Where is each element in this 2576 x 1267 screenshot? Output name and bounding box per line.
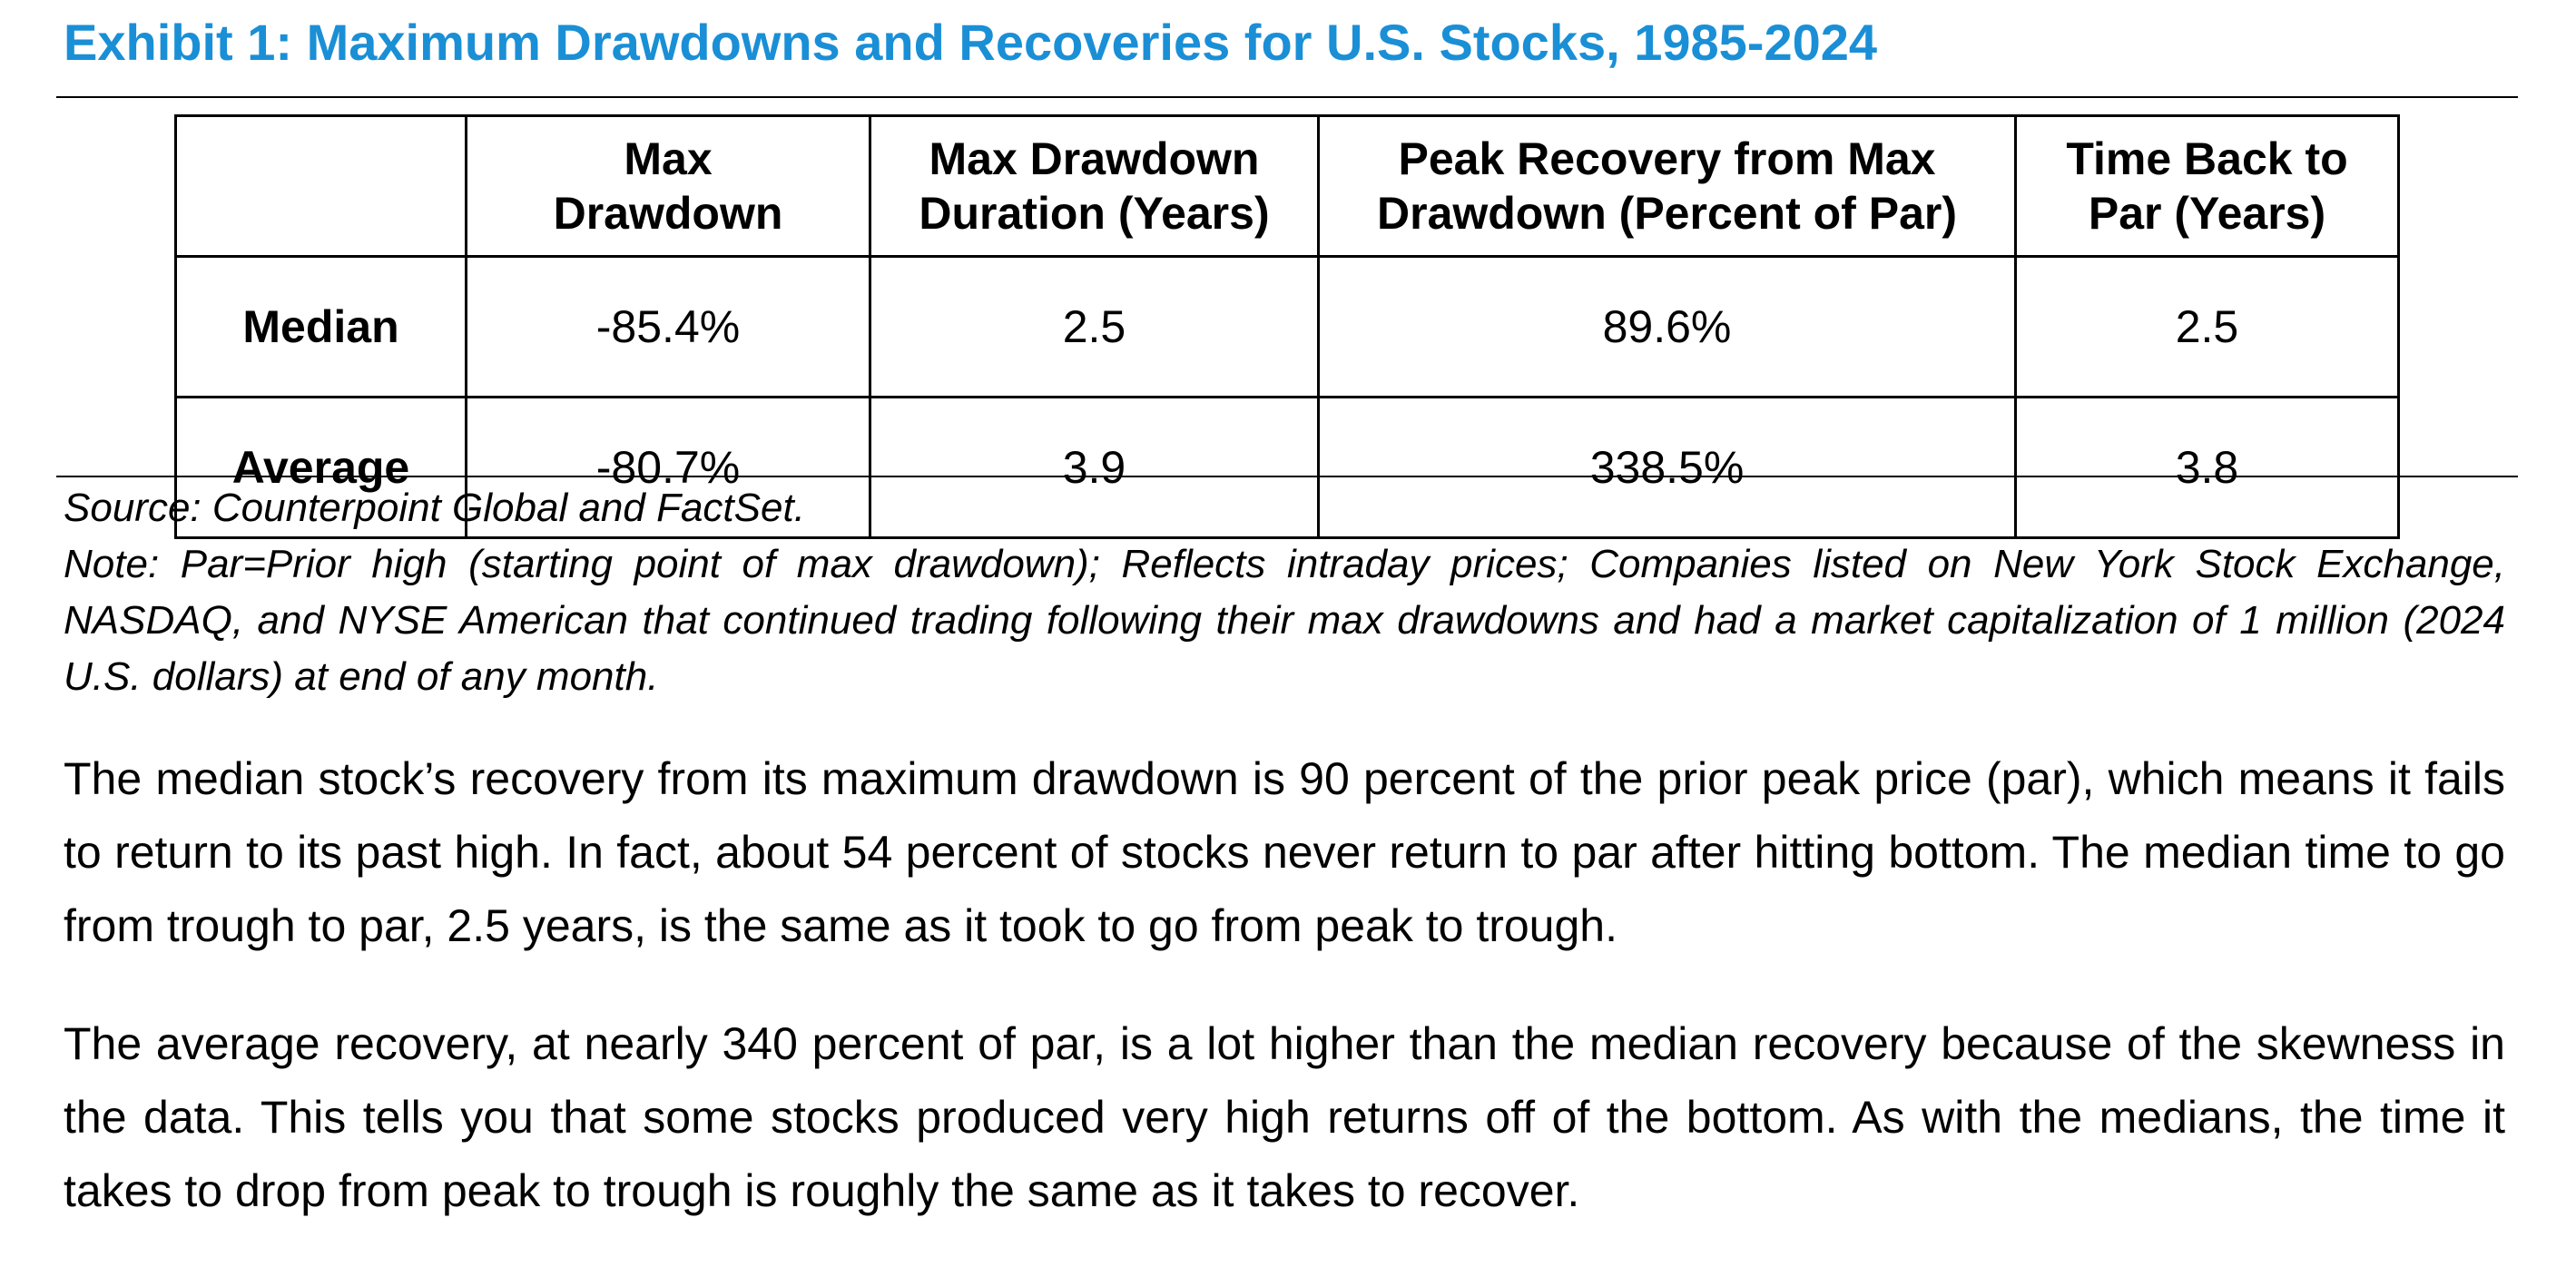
- header-max-drawdown: Max Drawdown: [465, 114, 871, 258]
- header-peak-recovery-line1: Peak Recovery from Max: [1398, 133, 1936, 184]
- cell-median-max-drawdown: -85.4%: [465, 255, 871, 398]
- table-row-median: Median -85.4% 2.5 89.6% 2.5: [174, 255, 2400, 398]
- drawdown-table: Max Drawdown Max Drawdown Duration (Year…: [174, 114, 2400, 539]
- cell-average-max-drawdown: -80.7%: [465, 396, 871, 539]
- header-duration-line2: Duration (Years): [919, 188, 1270, 239]
- exhibit-title: Exhibit 1: Maximum Drawdowns and Recover…: [64, 14, 1878, 71]
- cell-average-peak-recovery: 338.5%: [1317, 396, 2017, 539]
- cell-median-duration: 2.5: [869, 255, 1320, 398]
- cell-median-time-back: 2.5: [2014, 255, 2400, 398]
- row-label-average: Average: [174, 396, 467, 539]
- bottom-rule: [56, 476, 2518, 477]
- header-corner: [174, 114, 467, 258]
- header-max-drawdown-line1: Max: [624, 133, 713, 184]
- body-paragraph-2: The average recovery, at nearly 340 perc…: [64, 1018, 2505, 1216]
- cell-median-peak-recovery: 89.6%: [1317, 255, 2017, 398]
- body-paragraph-1: The median stock’s recovery from its max…: [64, 753, 2505, 951]
- cell-average-time-back: 3.8: [2014, 396, 2400, 539]
- header-max-drawdown-line2: Drawdown: [553, 188, 783, 239]
- source-note: Source: Counterpoint Global and FactSet.: [64, 486, 805, 530]
- row-label-median: Median: [174, 255, 467, 398]
- methodology-note: Note: Par=Prior high (starting point of …: [64, 542, 2505, 699]
- header-duration-line1: Max Drawdown: [929, 133, 1260, 184]
- cell-average-duration: 3.9: [869, 396, 1320, 539]
- header-time-back-line1: Time Back to: [2066, 133, 2348, 184]
- header-peak-recovery: Peak Recovery from Max Drawdown (Percent…: [1317, 114, 2017, 258]
- table-row-average: Average -80.7% 3.9 338.5% 3.8: [174, 396, 2400, 539]
- top-rule: [56, 96, 2518, 98]
- header-peak-recovery-line2: Drawdown (Percent of Par): [1377, 188, 1957, 239]
- header-time-back-line2: Par (Years): [2088, 188, 2326, 239]
- table-header-row: Max Drawdown Max Drawdown Duration (Year…: [174, 114, 2400, 258]
- header-duration: Max Drawdown Duration (Years): [869, 114, 1320, 258]
- header-time-back: Time Back to Par (Years): [2014, 114, 2400, 258]
